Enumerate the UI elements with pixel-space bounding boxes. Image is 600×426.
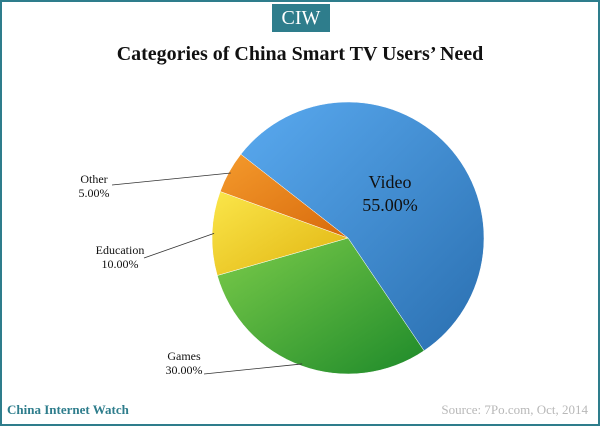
ciw-badge: CIW bbox=[272, 4, 330, 32]
slice-value-label-video: 55.00% bbox=[362, 195, 418, 215]
source-label: Source: 7Po.com, Oct, 2014 bbox=[441, 402, 588, 417]
pie-slice-education bbox=[211, 191, 349, 276]
pie-slice-other bbox=[219, 153, 349, 239]
chart-title: Categories of China Smart TV Users’ Need bbox=[116, 43, 484, 65]
slice-name-label-other: Other bbox=[80, 172, 107, 186]
slice-name-label-video: Video bbox=[369, 172, 412, 192]
slice-value-label-games: 30.00% bbox=[166, 363, 203, 377]
slice-name-label-education: Education bbox=[96, 243, 145, 257]
slice-name-label-games: Games bbox=[167, 349, 201, 363]
pie-slice-games bbox=[216, 237, 425, 375]
leader-line-games bbox=[203, 363, 303, 375]
slice-value-label-education: 10.00% bbox=[102, 257, 139, 271]
leader-line-other bbox=[111, 172, 231, 186]
leader-line-education bbox=[143, 232, 215, 259]
slice-value-label-other: 5.00% bbox=[79, 186, 110, 200]
pie-slice-video bbox=[240, 101, 485, 352]
brand-label: China Internet Watch bbox=[7, 402, 129, 417]
